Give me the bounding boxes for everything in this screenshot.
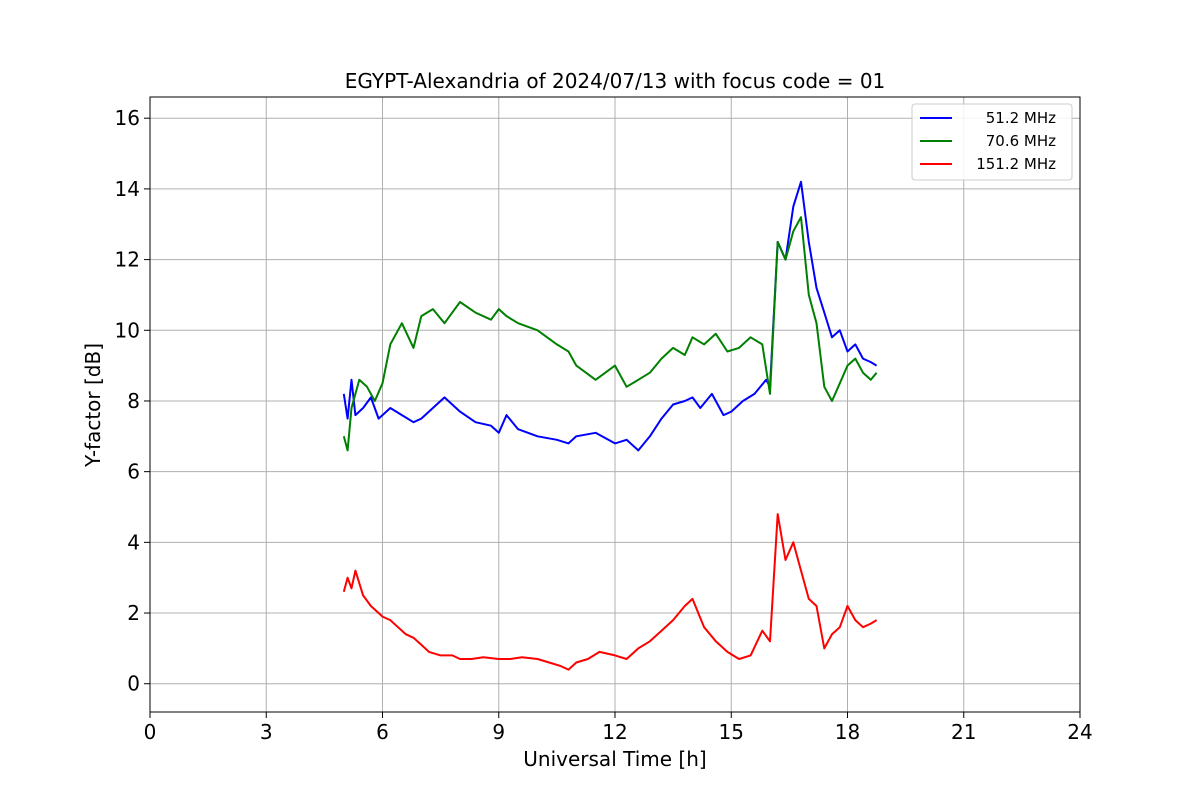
legend-label-1: 51.2 MHz [986,109,1056,127]
y-tick-label: 2 [127,601,140,625]
y-tick-label: 10 [115,318,140,342]
x-tick-label: 18 [835,720,860,744]
series-line-3 [342,513,878,671]
y-axis-title: Y-factor [dB] [81,343,105,468]
x-tick-label: 12 [602,720,627,744]
y-tick-label: 12 [115,248,140,272]
x-tick-label: 0 [144,720,157,744]
series-layer [342,180,878,671]
y-tick-label: 4 [127,530,140,554]
x-tick-label: 21 [951,720,976,744]
x-tick-label: 6 [376,720,389,744]
series-line-1 [342,180,878,452]
legend-label-3: 151.2 MHz [976,155,1056,173]
y-tick-label: 8 [127,389,140,413]
x-tick-label: 9 [492,720,505,744]
x-axis-title: Universal Time [h] [523,747,706,771]
legend-label-2: 70.6 MHz [986,132,1056,150]
legend-box [911,103,1073,181]
x-tick-label: 24 [1067,720,1092,744]
x-tick-label: 15 [719,720,744,744]
y-tick-label: 0 [127,672,140,696]
y-tick-label: 16 [115,106,140,130]
y-tick-label: 14 [115,177,140,201]
grid-layer [149,97,1081,712]
series-line-2 [342,216,878,452]
x-tick-label: 3 [260,720,273,744]
y-tick-label: 6 [127,460,140,484]
chart-title: EGYPT-Alexandria of 2024/07/13 with focu… [345,69,886,93]
legend: 51.2 MHz 70.6 MHz 151.2 MHz [911,103,1073,181]
